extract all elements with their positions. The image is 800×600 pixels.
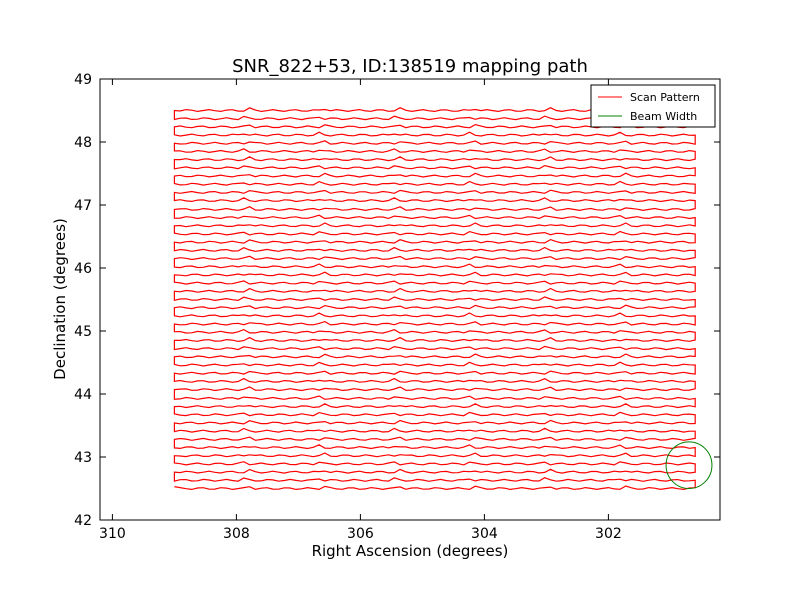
y-axis-ticks: 42 43 44 45 46 47 48 49 xyxy=(74,72,720,529)
legend-label-scan-pattern: Scan Pattern xyxy=(630,91,700,104)
beam-width-circle xyxy=(665,441,713,490)
x-tick-label: 304 xyxy=(471,526,498,542)
x-axis-label: Right Ascension (degrees) xyxy=(312,542,509,560)
plot-frame xyxy=(99,78,721,521)
legend-label-beam-width: Beam Width xyxy=(630,110,697,123)
y-tick-label: 46 xyxy=(74,261,92,277)
x-tick-label: 310 xyxy=(99,526,126,542)
legend-box xyxy=(590,84,716,128)
scan-pattern-line xyxy=(173,107,696,491)
y-tick-label: 49 xyxy=(74,72,92,88)
y-axis-label: Declination (degrees) xyxy=(51,218,69,380)
y-tick-label: 43 xyxy=(74,450,92,466)
x-tick-label: 306 xyxy=(347,526,374,542)
y-tick-label: 42 xyxy=(74,513,92,529)
plot-series-layer xyxy=(173,107,713,491)
y-tick-label: 44 xyxy=(74,387,92,403)
x-tick-label: 308 xyxy=(223,526,250,542)
chart-title: SNR_822+53, ID:138519 mapping path xyxy=(232,56,588,77)
legend: Scan Pattern Beam Width xyxy=(590,84,716,128)
y-tick-label: 48 xyxy=(74,135,92,151)
y-tick-label: 47 xyxy=(74,198,92,214)
x-tick-label: 302 xyxy=(595,526,622,542)
y-tick-label: 45 xyxy=(74,324,92,340)
x-axis-ticks: 310 308 306 304 302 xyxy=(99,79,622,542)
